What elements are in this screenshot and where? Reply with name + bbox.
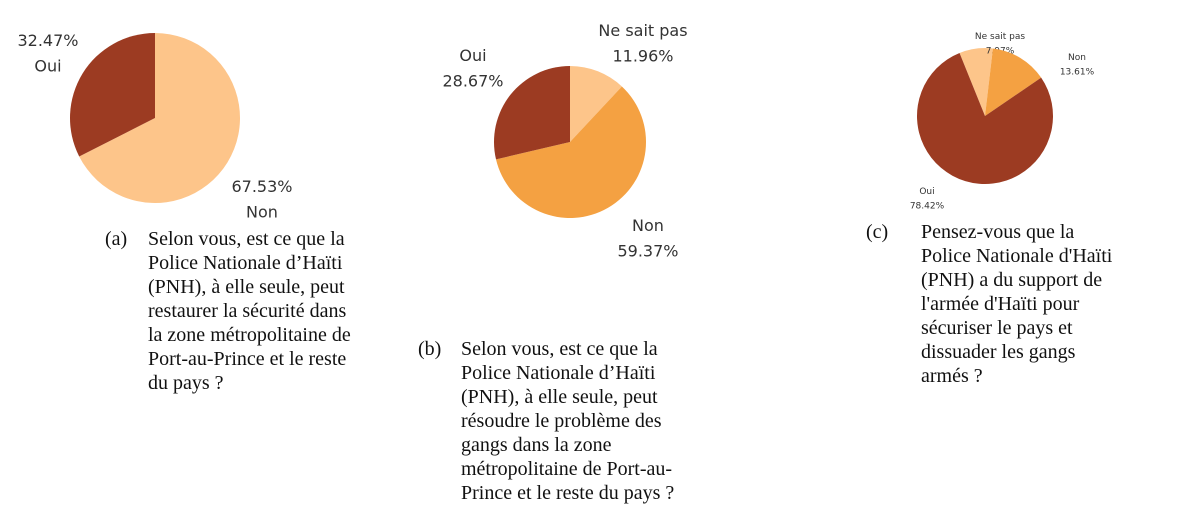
caption-line: sécuriser le pays et <box>921 317 1073 339</box>
caption-line: (PNH), à elle seule, peut <box>461 386 658 408</box>
slice-label: Oui <box>919 187 934 197</box>
slice-label: Oui <box>34 57 61 76</box>
slice-label: 59.37% <box>617 242 678 261</box>
caption-line: Police Nationale d’Haïti <box>148 252 343 274</box>
caption-line: métropolitaine de Port-au- <box>461 458 672 480</box>
pie-slice <box>70 33 155 157</box>
slice-label: Non <box>246 203 278 222</box>
pie-slice <box>493 66 570 160</box>
slice-label: Non <box>632 216 664 235</box>
pie-slice <box>916 52 1053 185</box>
caption-line: Selon vous, est ce que la <box>148 228 345 250</box>
slice-label: Oui <box>459 46 486 65</box>
slice-label: 13.61% <box>1060 67 1095 77</box>
slice-label: Ne sait pas <box>975 32 1025 42</box>
caption-line: la zone métropolitaine de <box>148 324 351 346</box>
caption-line: Port-au-Prince et le reste <box>148 348 346 370</box>
slice-label: 67.53% <box>231 177 292 196</box>
caption-line: (PNH) a du support de <box>921 269 1102 291</box>
slice-label: Non <box>1068 53 1086 63</box>
caption-label: (c) <box>866 221 888 243</box>
caption-line: gangs dans la zone <box>461 434 612 456</box>
slice-label: Ne sait pas <box>598 21 687 40</box>
caption-line: Selon vous, est ce que la <box>461 338 658 360</box>
caption-line: dissuader les gangs <box>921 341 1076 363</box>
caption-line: Police Nationale d'Haïti <box>921 245 1113 267</box>
pie-slice <box>570 66 622 142</box>
pie-slice <box>496 86 646 219</box>
caption-line: l'armée d'Haïti pour <box>921 293 1080 315</box>
slice-label: 11.96% <box>612 47 673 66</box>
caption-line: résoudre le problème des <box>461 410 662 432</box>
slice-label: 28.67% <box>442 72 503 91</box>
caption-line: (PNH), à elle seule, peut <box>148 276 345 298</box>
caption-label: (a) <box>105 228 127 250</box>
slice-label: 78.42% <box>910 201 945 211</box>
caption-line: Police Nationale d’Haïti <box>461 362 656 384</box>
caption-line: armés ? <box>921 365 983 387</box>
pie-slice <box>985 48 1042 116</box>
caption-line: restaurer la sécurité dans <box>148 300 346 322</box>
caption-line: Prince et le reste du pays ? <box>461 482 674 504</box>
pie-slice <box>959 47 993 116</box>
caption-line: du pays ? <box>148 372 224 394</box>
slice-label: 32.47% <box>17 31 78 50</box>
pie-slice <box>79 33 241 204</box>
caption-line: Pensez-vous que la <box>921 221 1074 243</box>
caption-label: (b) <box>418 338 441 360</box>
